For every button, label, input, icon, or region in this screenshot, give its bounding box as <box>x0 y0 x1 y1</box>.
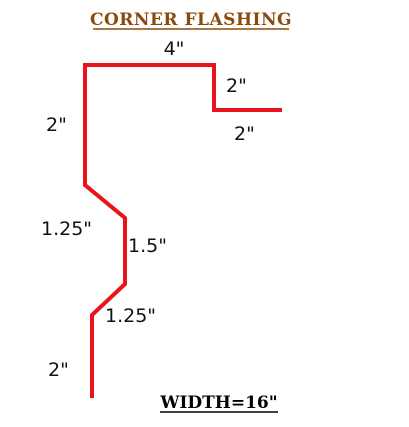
dimension-upper-vertical-label: 2" <box>46 114 67 136</box>
dimension-lower-diagonal-label: 1.25" <box>105 305 156 327</box>
dimension-upper-diagonal-label: 1.25" <box>41 218 92 240</box>
dimension-top-label: 4" <box>164 38 185 60</box>
dimension-middle-vertical-label: 1.5" <box>128 235 167 257</box>
total-width-label: WIDTH=16" <box>159 393 277 413</box>
dimension-right-drop-label: 2" <box>226 75 247 97</box>
dimension-right-leg-label: 2" <box>234 123 255 145</box>
dimension-bottom-vertical-label: 2" <box>48 359 69 381</box>
diagram-title: CORNER FLASHING <box>90 10 292 30</box>
flashing-profile-line <box>83 63 282 398</box>
